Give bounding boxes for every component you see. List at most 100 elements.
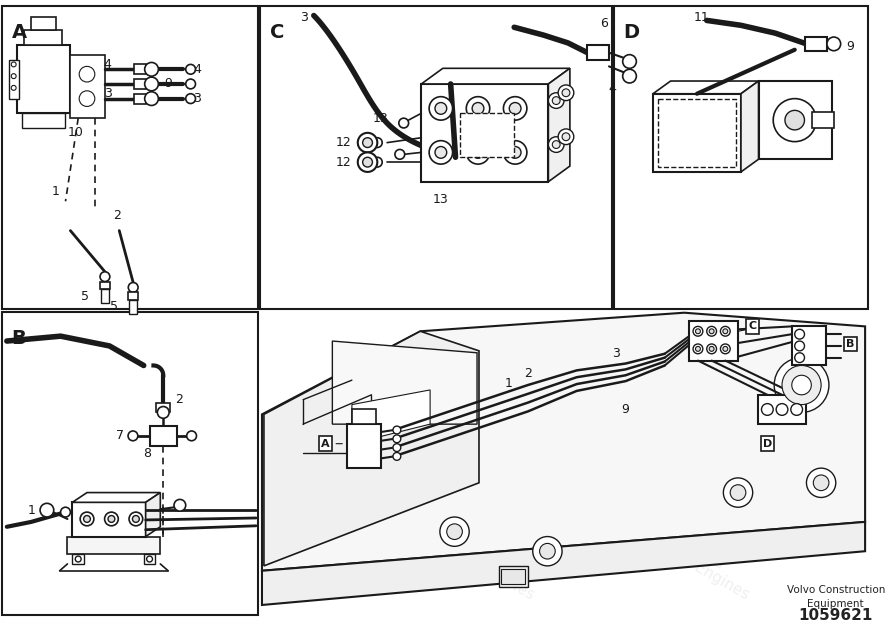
Text: 5: 5	[81, 290, 89, 303]
Circle shape	[707, 344, 716, 353]
Circle shape	[440, 517, 469, 547]
Circle shape	[762, 404, 773, 415]
Bar	[2, 312, 258, 615]
Circle shape	[723, 329, 728, 334]
Circle shape	[792, 376, 812, 395]
Circle shape	[393, 443, 400, 452]
Circle shape	[129, 512, 142, 526]
Bar	[100, 282, 109, 289]
Circle shape	[472, 147, 484, 159]
Circle shape	[795, 330, 805, 339]
Circle shape	[100, 272, 109, 282]
Bar	[587, 45, 609, 60]
Circle shape	[133, 516, 140, 522]
Circle shape	[730, 485, 746, 501]
Bar	[70, 55, 105, 118]
Text: 1: 1	[52, 185, 60, 198]
Circle shape	[562, 89, 570, 97]
Circle shape	[662, 104, 684, 126]
Circle shape	[712, 110, 722, 120]
Text: 11: 11	[694, 11, 709, 24]
Bar	[143, 554, 156, 564]
Text: 2: 2	[175, 393, 182, 406]
Text: 3: 3	[103, 87, 111, 100]
Circle shape	[662, 142, 684, 163]
Bar	[101, 289, 109, 303]
Bar	[614, 6, 868, 309]
Circle shape	[720, 344, 730, 353]
Text: 柴发动力
Diesel-Engines: 柴发动力 Diesel-Engines	[432, 519, 546, 603]
Bar	[129, 300, 137, 314]
Circle shape	[186, 79, 196, 89]
Circle shape	[145, 77, 158, 91]
Circle shape	[712, 148, 722, 157]
Circle shape	[693, 344, 703, 353]
Circle shape	[395, 150, 405, 159]
Circle shape	[174, 499, 186, 511]
Polygon shape	[146, 493, 160, 537]
Bar	[460, 113, 514, 157]
Circle shape	[147, 556, 152, 562]
Circle shape	[429, 141, 453, 164]
Text: 1059621: 1059621	[798, 608, 873, 623]
Circle shape	[782, 365, 821, 404]
Circle shape	[693, 326, 703, 336]
Circle shape	[539, 543, 555, 559]
Circle shape	[668, 148, 677, 157]
Bar	[689, 321, 738, 360]
Circle shape	[145, 62, 158, 76]
Circle shape	[84, 516, 91, 522]
Circle shape	[827, 37, 841, 51]
Circle shape	[709, 347, 714, 352]
Circle shape	[707, 326, 716, 336]
Text: Volvo Construction
Equipment: Volvo Construction Equipment	[787, 586, 885, 610]
Circle shape	[358, 152, 377, 172]
Circle shape	[706, 142, 727, 163]
Circle shape	[362, 138, 372, 148]
Circle shape	[806, 468, 836, 498]
Text: 9: 9	[846, 40, 854, 53]
Circle shape	[128, 431, 138, 441]
Circle shape	[695, 329, 700, 334]
Text: B: B	[846, 339, 854, 349]
Circle shape	[76, 556, 81, 562]
Text: 13: 13	[433, 193, 449, 206]
Bar	[658, 99, 736, 167]
Circle shape	[706, 104, 727, 126]
Bar	[68, 537, 160, 554]
Circle shape	[776, 404, 788, 415]
Circle shape	[623, 69, 636, 83]
Circle shape	[723, 347, 728, 352]
Text: D: D	[624, 23, 640, 42]
Circle shape	[429, 97, 453, 120]
Bar	[24, 30, 61, 45]
Polygon shape	[741, 81, 758, 172]
Bar	[757, 395, 806, 424]
Bar	[421, 84, 548, 182]
Circle shape	[504, 97, 527, 120]
Circle shape	[791, 404, 803, 415]
Circle shape	[795, 353, 805, 362]
Circle shape	[61, 507, 70, 517]
Text: 柴发动力
Diesel-Engines: 柴发动力 Diesel-Engines	[676, 138, 790, 222]
Bar	[128, 292, 138, 300]
Bar	[758, 81, 832, 159]
Text: 4: 4	[608, 82, 616, 96]
Text: 3: 3	[612, 347, 619, 360]
Circle shape	[447, 524, 463, 540]
Text: A: A	[12, 23, 27, 42]
Circle shape	[105, 512, 118, 526]
Circle shape	[108, 516, 115, 522]
Circle shape	[362, 157, 372, 167]
Polygon shape	[421, 69, 570, 84]
Text: 12: 12	[336, 136, 351, 149]
Circle shape	[509, 147, 521, 159]
Bar	[9, 60, 19, 99]
Text: 柴发动力
Diesel-Engines: 柴发动力 Diesel-Engines	[647, 519, 761, 603]
Circle shape	[79, 91, 95, 106]
Text: 7: 7	[117, 430, 125, 442]
Circle shape	[358, 133, 377, 152]
Text: 柴发动力
Diesel-Engines: 柴发动力 Diesel-Engines	[139, 528, 253, 613]
Text: 柴发动力
Diesel-Engines: 柴发动力 Diesel-Engines	[314, 157, 429, 242]
Bar	[31, 18, 56, 30]
